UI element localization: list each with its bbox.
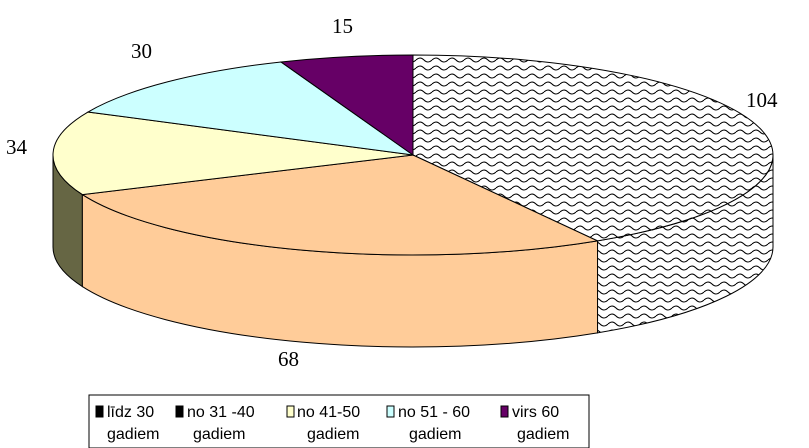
data-label-34: 34 xyxy=(6,135,28,159)
legend-label-virs-60-line1: virs 60 xyxy=(512,404,559,421)
legend-label-no-51-60-line1: no 51 - 60 xyxy=(398,404,470,421)
legend-label-no-31-40-line1: no 31 -40 xyxy=(187,404,255,421)
legend-item-lidz-30: līdz 30 gadiem xyxy=(95,404,159,443)
legend: līdz 30 gadiem no 31 -40 gadiem no 41-50… xyxy=(88,394,590,448)
legend-label-virs-60-line2: gadiem xyxy=(517,426,569,443)
legend-box xyxy=(88,394,590,448)
data-label-30: 30 xyxy=(131,39,152,63)
data-label-15: 15 xyxy=(332,14,353,38)
data-label-68: 68 xyxy=(278,347,299,371)
legend-item-no-41-50: no 41-50 gadiem xyxy=(286,404,360,443)
pie-slice-no-51-60 xyxy=(86,61,414,156)
pie-slice-lidz-30 xyxy=(412,54,774,242)
pie-slices xyxy=(52,54,774,348)
legend-label-no-31-40-line2: gadiem xyxy=(193,426,245,443)
legend-swatch-lidz-30 xyxy=(95,405,104,418)
legend-swatch-no-31-40 xyxy=(175,405,184,418)
pie-slice-no-31-40 xyxy=(80,154,600,256)
data-label-104: 104 xyxy=(746,88,778,112)
legend-item-no-31-40: no 31 -40 gadiem xyxy=(175,404,255,443)
legend-swatch-virs-60 xyxy=(500,405,509,418)
legend-label-no-51-60-line2: gadiem xyxy=(409,426,461,443)
pie-slice-no-41-50 xyxy=(52,111,414,196)
legend-label-lidz-30-line1: līdz 30 xyxy=(107,404,154,421)
legend-swatch-no-51-60 xyxy=(386,405,395,418)
legend-swatch-no-41-50 xyxy=(286,405,295,418)
legend-label-lidz-30-line2: gadiem xyxy=(107,426,159,443)
legend-item-virs-60: virs 60 gadiem xyxy=(500,404,569,443)
legend-label-no-41-50-line1: no 41-50 xyxy=(297,404,360,421)
legend-label-no-41-50-line2: gadiem xyxy=(307,426,359,443)
legend-item-no-51-60: no 51 - 60 gadiem xyxy=(386,404,470,443)
pie-slice-virs-60 xyxy=(279,54,414,156)
